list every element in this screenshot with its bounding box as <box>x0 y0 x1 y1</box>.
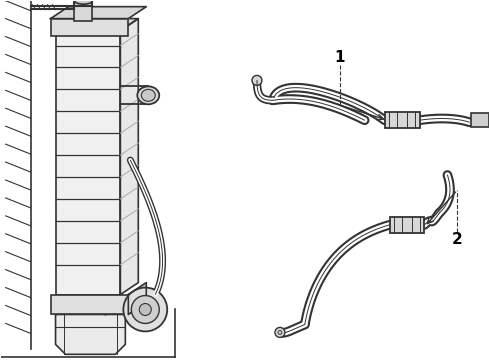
Text: 1: 1 <box>335 50 345 65</box>
Polygon shape <box>50 7 147 19</box>
Circle shape <box>131 296 159 323</box>
Circle shape <box>139 303 151 315</box>
Polygon shape <box>128 283 147 315</box>
Polygon shape <box>55 315 125 354</box>
Circle shape <box>252 75 262 85</box>
Bar <box>50 19 128 36</box>
Ellipse shape <box>137 86 159 104</box>
Bar <box>390 217 424 233</box>
Polygon shape <box>121 19 138 294</box>
Ellipse shape <box>141 89 155 101</box>
Circle shape <box>275 328 285 337</box>
Bar <box>50 294 128 315</box>
Text: 2: 2 <box>452 232 463 247</box>
Ellipse shape <box>74 0 93 4</box>
Bar <box>74 1 93 21</box>
Bar <box>471 113 490 127</box>
Circle shape <box>278 330 282 334</box>
Bar <box>55 31 121 294</box>
Polygon shape <box>55 19 138 31</box>
Bar <box>385 112 419 128</box>
Circle shape <box>123 288 167 332</box>
